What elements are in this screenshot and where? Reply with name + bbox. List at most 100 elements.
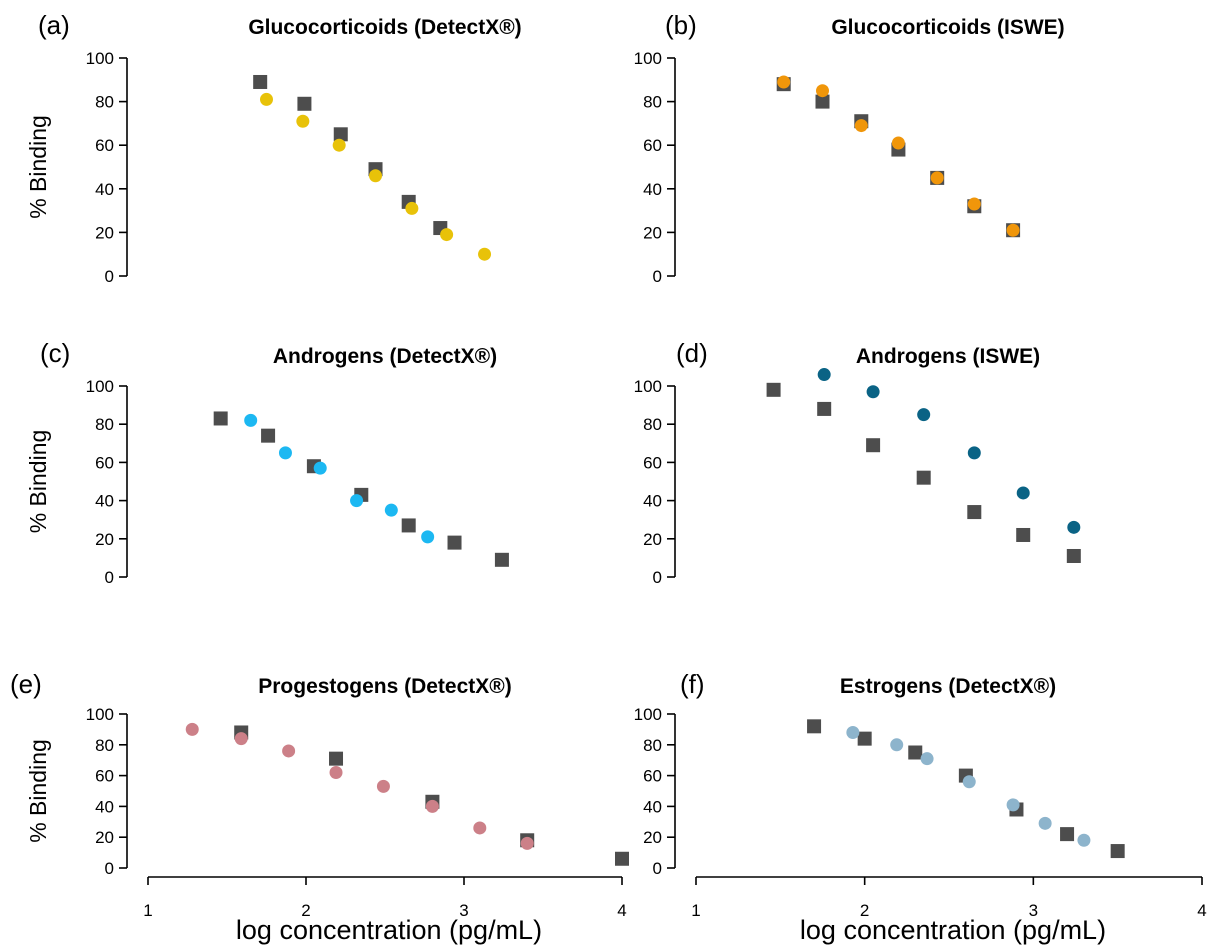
y-tick-label: 60: [95, 767, 114, 786]
data-point-circle: [816, 84, 829, 98]
data-point-circle: [473, 821, 487, 835]
data-point-square: [766, 382, 781, 397]
data-point-square: [333, 127, 348, 142]
data-point-circle: [1016, 486, 1030, 500]
series-squares: [213, 411, 509, 567]
series-circles: [260, 92, 492, 261]
y-axis-label: % Binding: [25, 115, 51, 219]
data-point-circle: [376, 779, 390, 793]
panel-title: Progestogens (DetectX®): [258, 675, 512, 698]
y-tick-label: 100: [86, 705, 114, 724]
data-point-circle: [425, 799, 439, 813]
data-point-circle: [890, 738, 904, 752]
data-point-circle: [967, 197, 981, 211]
series-squares: [807, 719, 1125, 859]
data-point-circle: [866, 385, 880, 399]
series-circles: [846, 725, 1091, 847]
data-point-circle: [244, 413, 258, 427]
data-point-square: [447, 535, 462, 550]
data-point-circle: [1067, 520, 1081, 534]
series-squares: [253, 74, 448, 236]
panel-d: (d) Androgens (ISWE) 0 20 40 60 80 100: [634, 338, 1081, 587]
data-point-circle: [1038, 816, 1052, 830]
data-point-circle: [234, 732, 248, 746]
data-point-circle: [917, 408, 931, 422]
y-tick-label: 60: [643, 767, 662, 786]
y-tick-label: 20: [643, 223, 662, 242]
y-tick-label: 80: [643, 736, 662, 755]
y-tick-label: 60: [95, 136, 114, 155]
data-point-circle: [282, 744, 296, 758]
data-point-circle: [350, 494, 364, 508]
data-point-square: [1060, 827, 1075, 842]
y-tick-label: 20: [643, 828, 662, 847]
y-tick-label: 100: [634, 49, 662, 68]
y-tick-label: 0: [653, 568, 662, 587]
panel-c: (c) Androgens (DetectX®) 0 20 40 60 80 100 % Bin…: [25, 338, 509, 587]
x-tick-label: 4: [617, 901, 626, 920]
data-point-square: [615, 851, 629, 866]
data-point-circle: [854, 119, 868, 133]
data-point-circle: [1006, 798, 1020, 812]
data-point-square: [967, 505, 982, 520]
panel-letter: (b): [665, 10, 697, 40]
x-tick-label: 3: [459, 901, 468, 920]
data-point-square: [1016, 527, 1031, 542]
x-tick-label: 1: [691, 901, 700, 920]
data-point-circle: [185, 722, 199, 736]
data-point-circle: [332, 138, 346, 152]
panel-a: (a) Glucocorticoids (DetectX®) 0 20 40 60 80 10…: [25, 10, 522, 286]
panel-letter: (d): [676, 338, 708, 368]
y-tick-label: 40: [95, 492, 114, 511]
y-tick-label: 0: [653, 859, 662, 878]
data-point-circle: [967, 446, 981, 460]
data-point-circle: [1077, 833, 1091, 847]
panel-e: (e) Progestogens (DetectX®) 0 20 40 60 80 100 % …: [10, 669, 629, 945]
series-circles: [185, 722, 534, 850]
y-tick-label: 80: [643, 93, 662, 112]
data-point-circle: [384, 503, 398, 517]
y-tick-label: 80: [95, 736, 114, 755]
data-point-circle: [369, 169, 383, 183]
series-squares: [234, 725, 629, 866]
data-point-circle: [920, 752, 934, 766]
y-tick-label: 20: [95, 530, 114, 549]
data-point-circle: [817, 368, 831, 382]
panel-title: Androgens (DetectX®): [273, 345, 497, 368]
panel-f: (f) Estrogens (DetectX®) 0 20 40 60 80 100 1 2 3 4 l…: [634, 669, 1207, 945]
x-tick-label: 1: [143, 901, 152, 920]
panel-letter: (c): [40, 338, 70, 368]
data-point-square: [401, 518, 416, 533]
series-circles: [817, 368, 1081, 534]
series-circles: [777, 75, 1020, 237]
data-point-circle: [421, 530, 435, 544]
panel-title: Glucocorticoids (ISWE): [831, 16, 1064, 39]
y-tick-label: 20: [643, 530, 662, 549]
data-point-square: [908, 745, 923, 760]
y-axis-label: % Binding: [25, 430, 51, 534]
data-point-square: [866, 438, 881, 453]
y-tick-label: 100: [86, 49, 114, 68]
x-tick-label: 3: [1029, 901, 1038, 920]
data-point-square: [1110, 844, 1125, 859]
x-axis-label: log concentration (pg/mL): [800, 915, 1106, 945]
y-tick-label: 80: [643, 415, 662, 434]
data-point-square: [1066, 548, 1081, 563]
data-point-square: [916, 470, 931, 485]
panel-title: Estrogens (DetectX®): [840, 675, 1056, 698]
data-point-square: [261, 428, 276, 443]
y-tick-label: 100: [634, 377, 662, 396]
y-tick-label: 60: [643, 136, 662, 155]
data-point-circle: [478, 247, 492, 261]
panel-letter: (e): [10, 669, 42, 699]
y-tick-label: 40: [95, 180, 114, 199]
y-tick-label: 40: [643, 180, 662, 199]
x-tick-label: 2: [860, 901, 869, 920]
data-point-circle: [296, 114, 310, 128]
panel-title: Glucocorticoids (DetectX®): [248, 16, 521, 39]
data-point-square: [857, 731, 872, 746]
y-tick-label: 40: [643, 492, 662, 511]
y-tick-label: 0: [653, 267, 662, 286]
data-point-square: [817, 401, 832, 416]
